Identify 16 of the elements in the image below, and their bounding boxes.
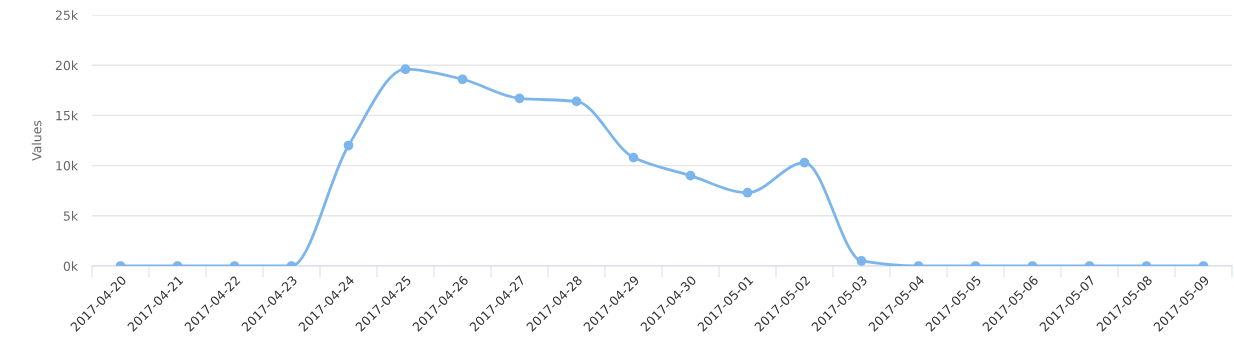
point [457,74,468,85]
point [685,170,696,181]
y-tick-label: 20k [55,60,79,71]
point [742,187,753,198]
point [514,93,525,104]
point [628,152,639,163]
y-tick-label: 10k [56,160,79,171]
y-tick-label: 0k [63,261,79,271]
point [343,140,354,151]
point [400,64,411,75]
y-tick-label: 25k [55,10,79,20]
point [799,157,810,168]
y-tick-label: 15k [56,110,79,121]
y-axis-title: Values [31,120,42,161]
point [571,96,582,107]
y-tick-label: 5k [63,211,79,221]
